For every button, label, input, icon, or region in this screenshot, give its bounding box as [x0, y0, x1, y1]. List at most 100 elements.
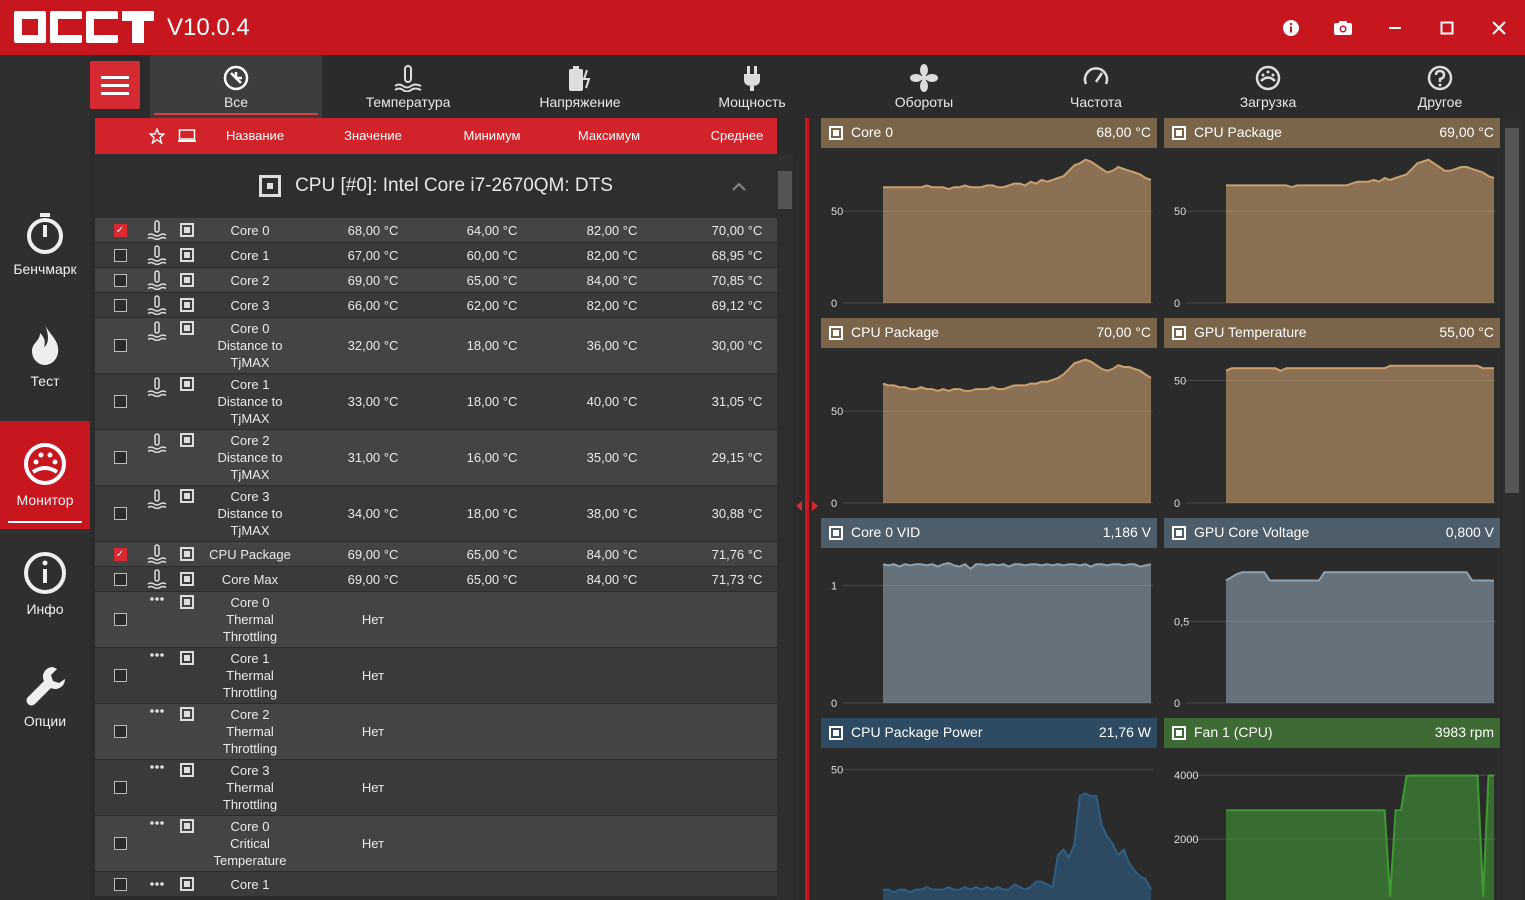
graph-value: 0,800 V: [1445, 524, 1494, 540]
table-row[interactable]: Core 1 Distance to TjMAX 33,00 °C 18,00 °C…: [95, 374, 777, 429]
graphs-scrollbar[interactable]: [1503, 118, 1521, 900]
minimize-button[interactable]: [1381, 14, 1409, 42]
row-checkbox[interactable]: ✓: [113, 223, 127, 237]
tab-power[interactable]: Мощность: [666, 55, 838, 118]
tab-frequency[interactable]: Частота: [1010, 55, 1182, 118]
graph-panel[interactable]: Core 0 VID 1,186 V 1 0: [821, 518, 1157, 710]
voltage-icon: [569, 65, 591, 91]
hamburger-menu-button[interactable]: [90, 61, 140, 109]
nav-info[interactable]: Инфо: [0, 530, 90, 638]
graphs-scrollbar-thumb[interactable]: [1505, 128, 1519, 493]
table-row[interactable]: Core 2 Thermal Throttling Нет: [95, 704, 777, 759]
row-checkbox[interactable]: [113, 395, 127, 408]
row-checkbox[interactable]: [113, 339, 127, 352]
gauge-icon: [24, 443, 66, 485]
chevron-up-icon[interactable]: [732, 182, 746, 192]
graph-panel[interactable]: CPU Package 69,00 °C 50 0: [1164, 118, 1500, 310]
table-row[interactable]: Core 1 67,00 °C 60,00 °C 82,00 °C 68,95 °C: [95, 243, 777, 267]
column-value[interactable]: Значение: [344, 128, 402, 143]
row-checkbox[interactable]: [113, 725, 127, 738]
y-tick-label: 50: [1174, 376, 1186, 388]
column-name[interactable]: Название: [225, 128, 285, 143]
sensor-name: Core 3 Distance to TjMAX: [217, 489, 283, 538]
row-checkbox[interactable]: [113, 613, 127, 626]
table-row[interactable]: Core 1: [95, 872, 777, 896]
tab-temperature[interactable]: Температура: [322, 55, 494, 118]
chip-icon: [180, 651, 194, 665]
monitor-icon[interactable]: [178, 129, 196, 143]
chip-icon: [180, 223, 194, 237]
tab-all[interactable]: Все: [150, 55, 322, 118]
row-checkbox[interactable]: [113, 273, 127, 287]
info-icon[interactable]: [1277, 14, 1305, 42]
nav-benchmark[interactable]: Бенчмарк: [0, 190, 90, 298]
graph-panel[interactable]: Core 0 68,00 °C 50 0: [821, 118, 1157, 310]
close-button[interactable]: [1485, 14, 1513, 42]
sensor-max: 35,00 °C: [586, 450, 638, 465]
tab-voltage[interactable]: Напряжение: [494, 55, 666, 118]
table-row[interactable]: Core 0 Critical Temperature Нет: [95, 816, 777, 871]
maximize-button[interactable]: [1433, 14, 1461, 42]
row-checkbox[interactable]: [113, 669, 127, 682]
table-row[interactable]: Core 3 Distance to TjMAX 34,00 °C 18,00 °C…: [95, 486, 777, 541]
sensor-group-header[interactable]: CPU [#0]: Intel Core i7-2670QM: DTS: [95, 154, 777, 218]
row-checkbox[interactable]: ✓: [113, 547, 127, 561]
sensor-name: Core 0 Thermal Throttling: [222, 595, 278, 644]
column-min[interactable]: Минимум: [463, 128, 521, 143]
row-checkbox[interactable]: [113, 248, 127, 262]
chip-icon: [180, 248, 194, 262]
tab-load[interactable]: Загрузка: [1182, 55, 1354, 118]
table-row[interactable]: Core 2 Distance to TjMAX 31,00 °C 16,00 °C…: [95, 430, 777, 485]
graph-header: CPU Package Power 21,76 W: [821, 718, 1157, 748]
graph-line: [883, 792, 1152, 894]
row-checkbox[interactable]: [113, 451, 127, 464]
table-row[interactable]: Core 1 Thermal Throttling Нет: [95, 648, 777, 703]
sensor-type-icon: [1172, 726, 1186, 740]
sensor-max: 82,00 °C: [586, 222, 638, 238]
nav-monitor[interactable]: Монитор: [0, 421, 90, 529]
table-scrollbar-thumb[interactable]: [778, 171, 792, 209]
sensor-avg: 68,95 °C: [711, 247, 763, 263]
info-circle-icon: [24, 552, 66, 594]
row-checkbox[interactable]: [113, 877, 127, 891]
sensor-group-title: CPU [#0]: Intel Core i7-2670QM: DTS: [295, 175, 613, 196]
table-row[interactable]: Core 3 Thermal Throttling Нет: [95, 760, 777, 815]
nav-options-label: Опции: [23, 713, 67, 729]
table-row[interactable]: Core 0 Thermal Throttling Нет: [95, 592, 777, 647]
sensor-avg: [687, 704, 777, 759]
camera-icon[interactable]: [1329, 14, 1357, 42]
splitter-arrows-icon[interactable]: [795, 500, 819, 512]
panel-splitter[interactable]: [805, 118, 809, 900]
sensor-min: 64,00 °C: [466, 222, 518, 238]
nav-options[interactable]: Опции: [0, 642, 90, 750]
table-row[interactable]: ✓ CPU Package 69,00 °C 65,00 °C 84,00 °C 71,7…: [95, 542, 777, 566]
row-checkbox[interactable]: [113, 507, 127, 520]
nav-test[interactable]: Тест: [0, 302, 90, 410]
graph-panel[interactable]: GPU Temperature 55,00 °C 50 0: [1164, 318, 1500, 510]
row-checkbox[interactable]: [113, 837, 127, 850]
graph-line: [1225, 571, 1494, 582]
table-scrollbar[interactable]: [777, 155, 793, 900]
tab-fans[interactable]: Обороты: [838, 55, 1010, 118]
graph-plot: 0,5 0: [1164, 548, 1500, 718]
tab-other[interactable]: Другое: [1354, 55, 1525, 118]
table-row[interactable]: Core 0 Distance to TjMAX 32,00 °C 18,00 °C…: [95, 318, 777, 373]
chip-icon: [180, 819, 194, 833]
table-row[interactable]: Core 2 69,00 °C 65,00 °C 84,00 °C 70,85 °C: [95, 268, 777, 292]
graph-panel[interactable]: Fan 1 (CPU) 3983 rpm 4000 2000: [1164, 718, 1500, 900]
row-checkbox[interactable]: [113, 781, 127, 794]
star-icon[interactable]: [149, 128, 165, 144]
category-tabs: Все Температура Напряжение Мощность Обор…: [150, 55, 1525, 118]
row-checkbox[interactable]: [113, 298, 127, 312]
table-row[interactable]: Core 3 66,00 °C 62,00 °C 82,00 °C 69,12 °C: [95, 293, 777, 317]
column-avg[interactable]: Среднее: [710, 128, 764, 143]
graph-plot: 50 0: [821, 348, 1157, 518]
column-max[interactable]: Максимум: [577, 128, 641, 143]
graph-panel[interactable]: CPU Package 70,00 °C 50 0: [821, 318, 1157, 510]
table-row[interactable]: ✓ Core 0 68,00 °C 64,00 °C 82,00 °C 70,00 °C: [95, 218, 777, 242]
table-row[interactable]: Core Max 69,00 °C 65,00 °C 84,00 °C 71,73 °C: [95, 567, 777, 591]
graph-panel[interactable]: CPU Package Power 21,76 W 50: [821, 718, 1157, 900]
graph-panel[interactable]: GPU Core Voltage 0,800 V 0,5 0: [1164, 518, 1500, 710]
row-checkbox[interactable]: [113, 572, 127, 586]
graph-header: CPU Package 69,00 °C: [1164, 118, 1500, 148]
